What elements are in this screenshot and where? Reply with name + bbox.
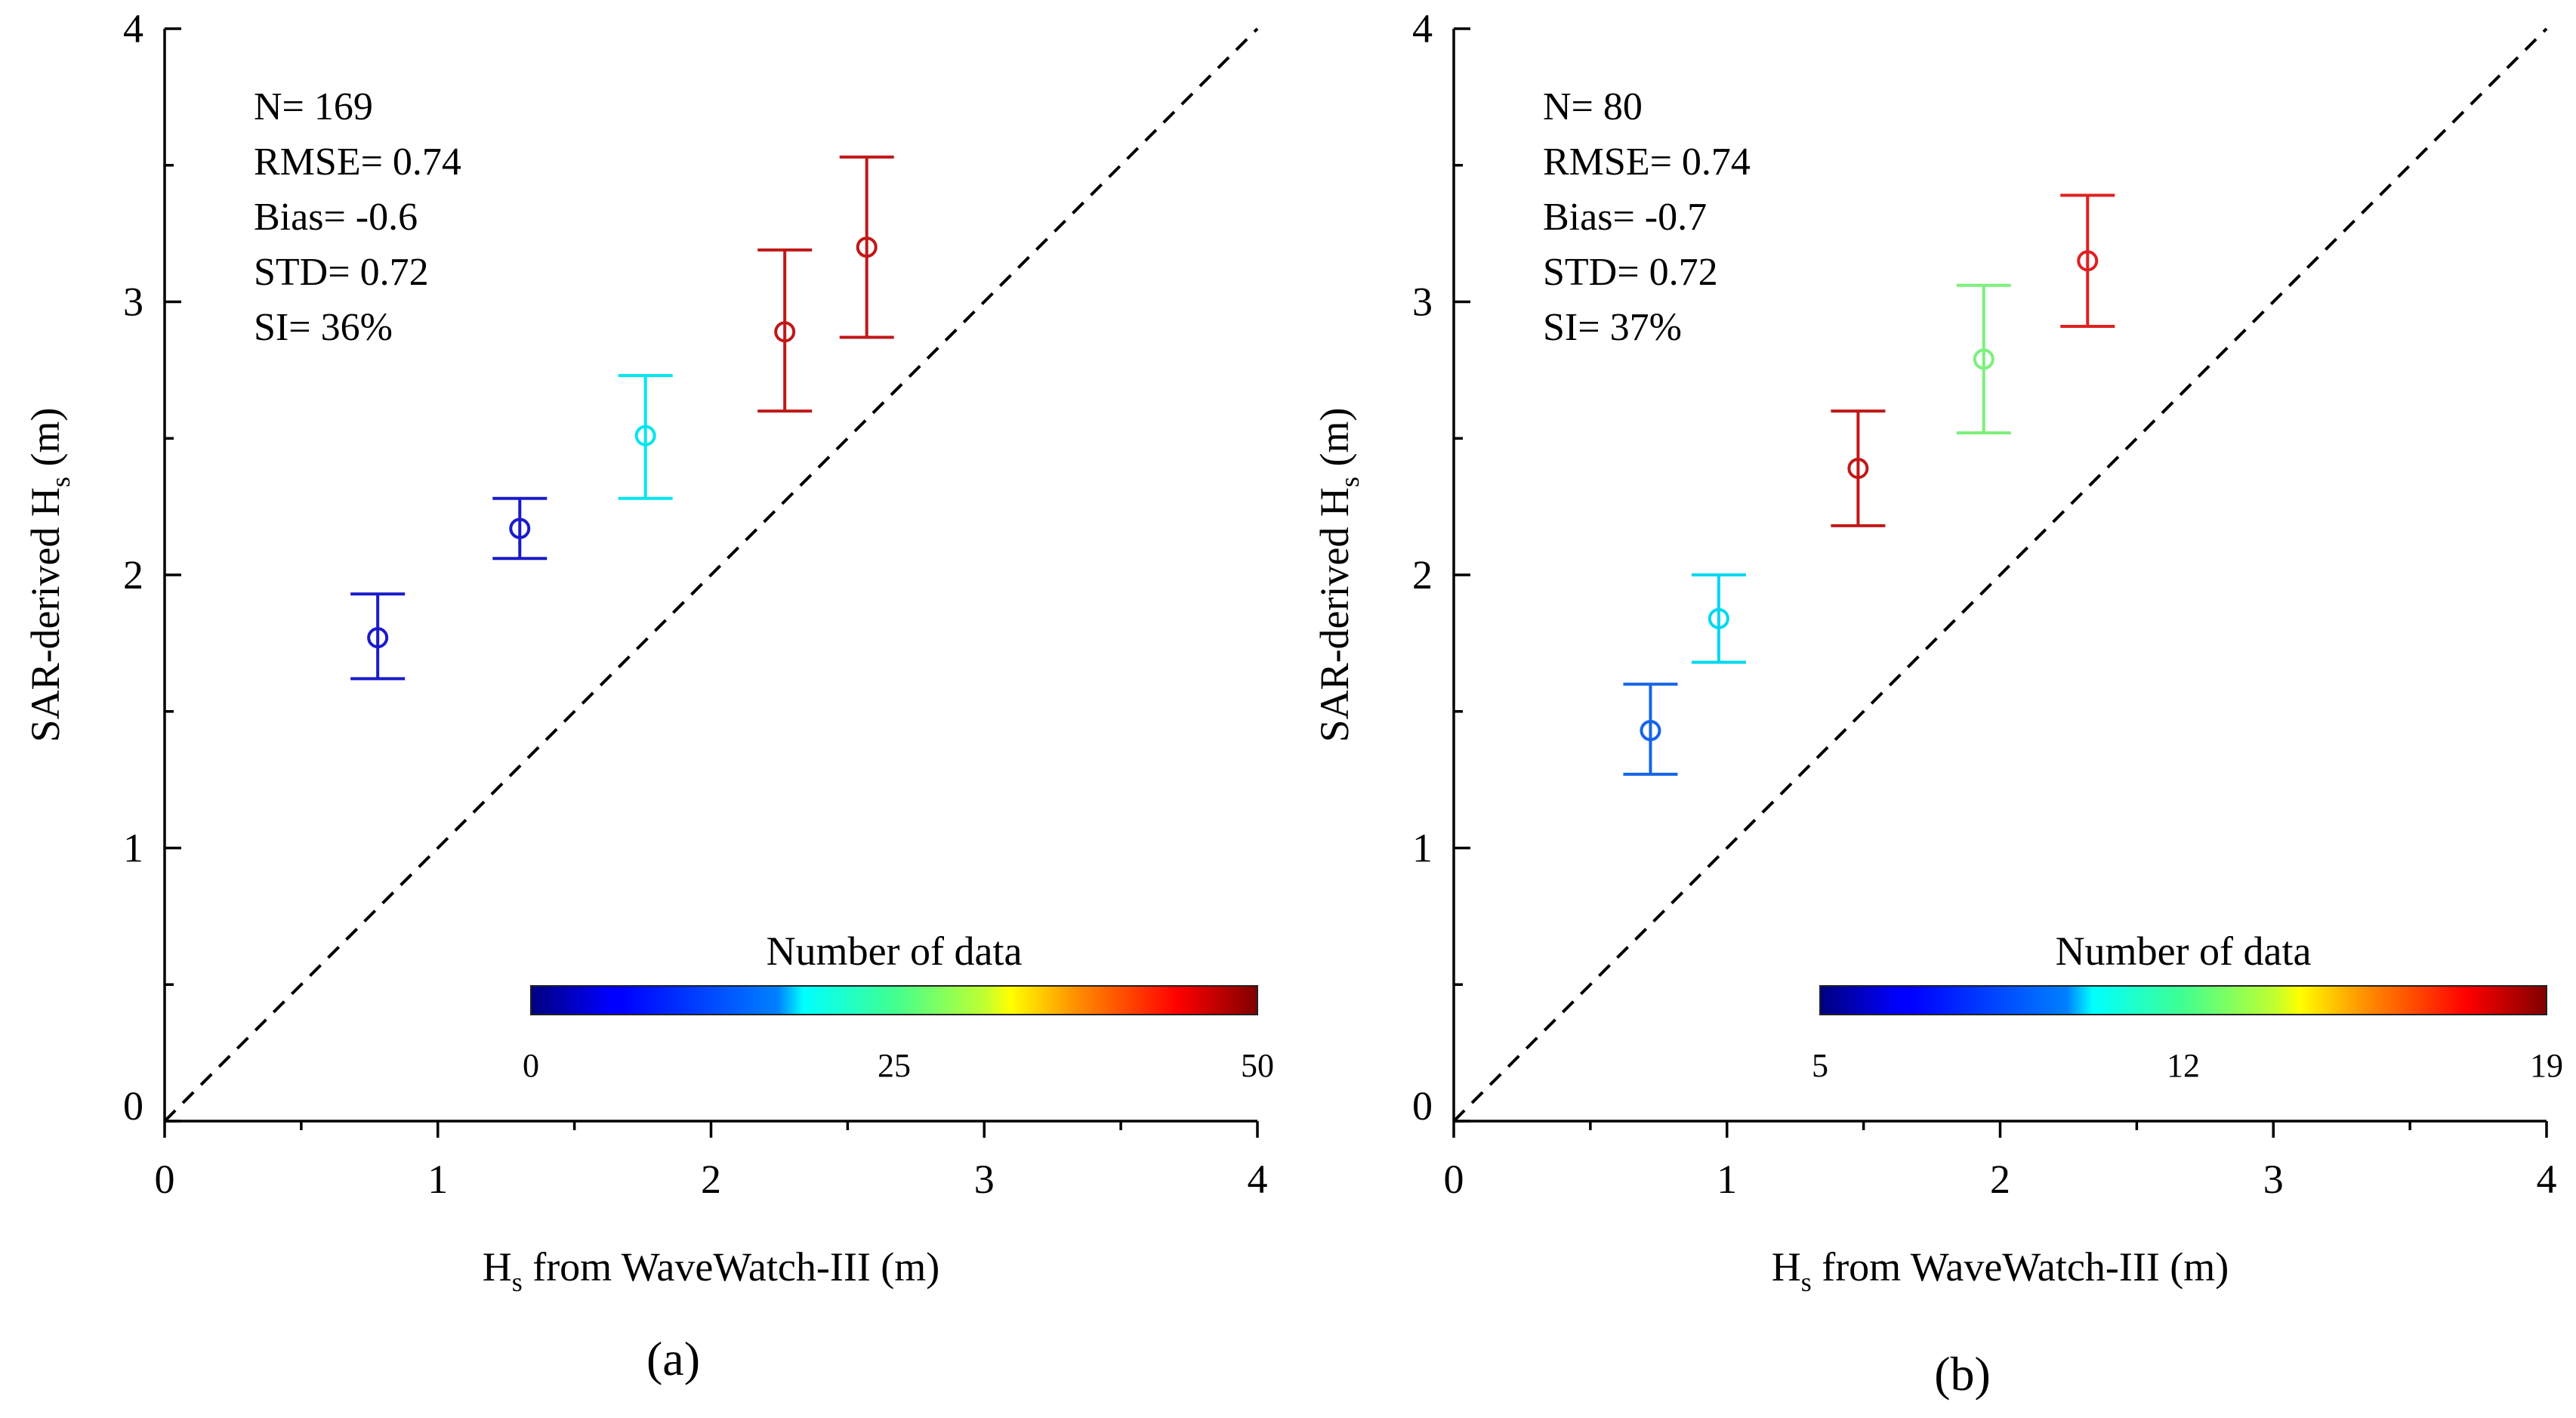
x-tick-label: 4 xyxy=(2537,1157,2557,1202)
y-tick-label: 2 xyxy=(1412,552,1433,598)
data-point xyxy=(2077,250,2099,272)
data-point xyxy=(367,627,389,649)
colorbar xyxy=(530,985,1258,1015)
x-tick-label: 2 xyxy=(1990,1157,2010,1202)
colorbar-tick-label: 50 xyxy=(1241,1047,1274,1084)
data-point xyxy=(774,321,796,343)
reference-line-1to1 xyxy=(163,27,1259,1123)
data-point xyxy=(1640,720,1661,742)
stats-text: Bias= -0.6 xyxy=(254,196,418,239)
x-tick-label: 0 xyxy=(1444,1157,1464,1202)
reference-line-1to1 xyxy=(1452,27,2548,1123)
panel-label: (a) xyxy=(646,1332,700,1386)
y-axis-label: SAR-derived Hs (m) xyxy=(1312,408,1365,743)
x-tick-label: 4 xyxy=(1248,1157,1268,1202)
y-tick-label: 0 xyxy=(1412,1083,1433,1129)
x-tick-label: 3 xyxy=(2263,1157,2284,1202)
stats-text: N= 80 xyxy=(1543,85,1643,128)
data-point xyxy=(1847,458,1869,480)
colorbar-title: Number of data xyxy=(2056,928,2312,974)
y-tick-label: 0 xyxy=(123,1083,143,1129)
stats-text: SI= 36% xyxy=(254,306,393,349)
colorbar-tick-label: 19 xyxy=(2530,1047,2563,1084)
colorbar-title: Number of data xyxy=(767,928,1023,974)
x-axis-label: Hs from WaveWatch-III (m) xyxy=(1772,1244,2229,1297)
panel-label: (b) xyxy=(1934,1347,1991,1401)
x-tick-label: 3 xyxy=(974,1157,995,1202)
stats-text: STD= 0.72 xyxy=(254,251,429,294)
stats-text: RMSE= 0.74 xyxy=(1543,141,1751,184)
colorbar xyxy=(1819,985,2547,1015)
x-axis-label: Hs from WaveWatch-III (m) xyxy=(483,1244,940,1297)
panel-a: 0 1 2 3 4 0 1 2 3 4 Hs from WaveWatch-III (m) SAR-d… xyxy=(23,6,1274,1386)
y-tick-label: 3 xyxy=(1412,280,1433,325)
y-axis-label: SAR-derived Hs (m) xyxy=(23,408,76,743)
y-tick-label: 1 xyxy=(1412,826,1433,871)
stats-text: Bias= -0.7 xyxy=(1543,196,1707,239)
y-tick-label: 2 xyxy=(123,552,143,598)
x-tick-label: 0 xyxy=(155,1157,175,1202)
data-point xyxy=(634,425,656,446)
colorbar-tick-label: 25 xyxy=(878,1047,911,1084)
stats-text: RMSE= 0.74 xyxy=(254,141,461,184)
x-tick-label: 1 xyxy=(427,1157,448,1202)
y-tick-label: 3 xyxy=(123,280,143,325)
colorbar-tick-label: 12 xyxy=(2167,1047,2200,1084)
data-point xyxy=(856,236,878,258)
data-point xyxy=(1708,607,1729,629)
x-tick-label: 2 xyxy=(701,1157,721,1202)
stats-text: N= 169 xyxy=(254,85,373,128)
y-tick-label: 4 xyxy=(1412,6,1433,51)
stats-text: SI= 37% xyxy=(1543,306,1682,349)
colorbar-tick-label: 0 xyxy=(523,1047,539,1084)
y-tick-label: 4 xyxy=(123,6,143,51)
colorbar-tick-label: 5 xyxy=(1812,1047,1828,1084)
data-point xyxy=(1973,348,1994,370)
x-tick-label: 1 xyxy=(1717,1157,1737,1202)
stats-text: STD= 0.72 xyxy=(1543,251,1718,294)
y-tick-label: 1 xyxy=(123,826,143,871)
data-point xyxy=(509,517,531,539)
